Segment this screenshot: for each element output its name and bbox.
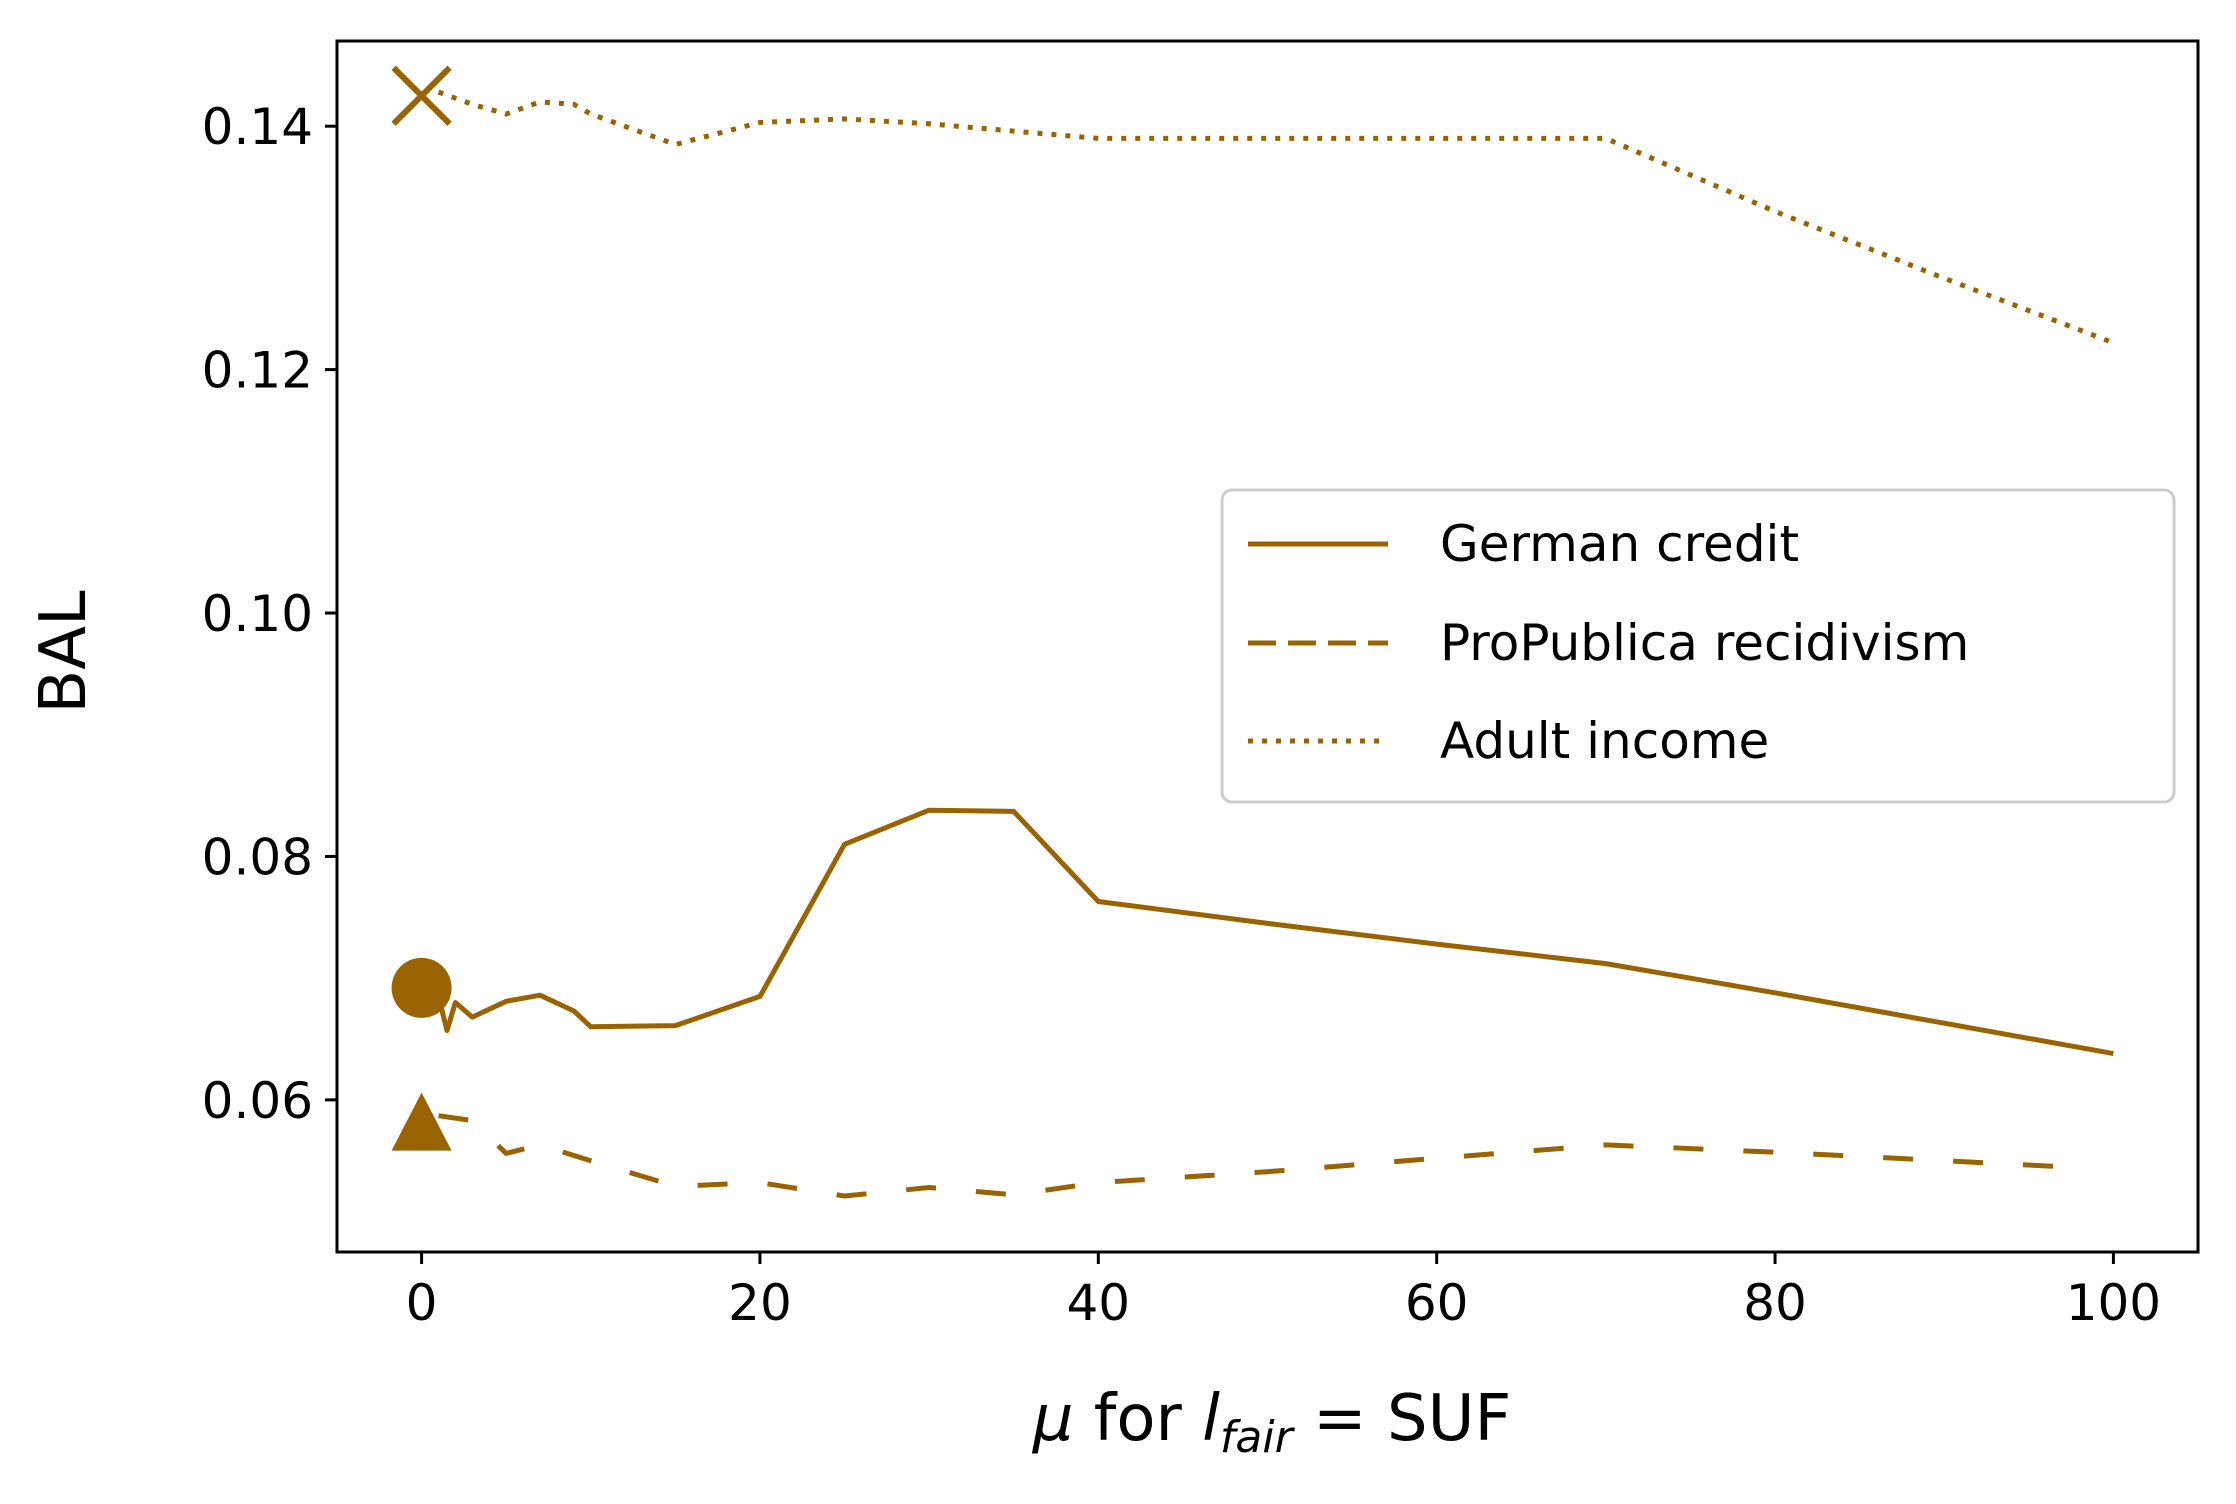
x-tick-label: 100 bbox=[2066, 1274, 2161, 1332]
x-axis-label-suf: SUF bbox=[1387, 1382, 1511, 1456]
marker-circle-german-credit bbox=[391, 957, 452, 1018]
y-tick-label: 0.10 bbox=[202, 585, 313, 643]
x-tick-label: 40 bbox=[1067, 1274, 1131, 1332]
x-axis-label: μ for lfair = SUF bbox=[1032, 1382, 1512, 1463]
x-tick-label: 60 bbox=[1405, 1274, 1469, 1332]
marker-triangle-propublica-recidivism bbox=[391, 1092, 452, 1151]
x-axis-label-mu: μ bbox=[1032, 1382, 1074, 1456]
x-axis-label-equals: = bbox=[1293, 1382, 1387, 1456]
y-tick-label: 0.12 bbox=[202, 342, 313, 400]
legend-label-german-credit: German credit bbox=[1440, 515, 1799, 573]
plot-frame bbox=[335, 39, 2200, 1254]
legend-label-propublica-recidivism: ProPublica recidivism bbox=[1440, 614, 1969, 672]
x-tick-label: 20 bbox=[728, 1274, 792, 1332]
series-lines bbox=[436, 89, 2115, 1199]
x-tick-label: 0 bbox=[406, 1274, 438, 1332]
y-tick-label: 0.14 bbox=[202, 98, 313, 156]
y-tick-label: 0.08 bbox=[202, 828, 313, 886]
y-axis-label: BAL bbox=[27, 590, 101, 714]
legend-label-adult-income: Adult income bbox=[1440, 712, 1769, 770]
legend: German credit ProPublica recidivism Adul… bbox=[1220, 488, 2176, 804]
x-axis-label-subscript: fair bbox=[1220, 1412, 1296, 1463]
series-line-adult-income bbox=[437, 89, 2115, 346]
x-axis-label-l: l bbox=[1202, 1382, 1220, 1456]
x-axis-label-for: for bbox=[1073, 1382, 1202, 1456]
series-line-propublica-recidivism bbox=[438, 1113, 2063, 1199]
axes bbox=[335, 39, 2200, 1254]
marker-x-adult-income bbox=[391, 65, 452, 126]
series-line-german-credit bbox=[436, 807, 2114, 1057]
y-axis-ticks: 0.06 0.08 0.10 0.12 0.14 bbox=[202, 98, 337, 1130]
y-tick-label: 0.06 bbox=[202, 1072, 313, 1130]
legend-box bbox=[1220, 488, 2176, 804]
x-axis-ticks: 0 20 40 60 80 100 bbox=[406, 1252, 2161, 1332]
x-tick-label: 80 bbox=[1743, 1274, 1807, 1332]
series-markers bbox=[391, 65, 452, 1151]
